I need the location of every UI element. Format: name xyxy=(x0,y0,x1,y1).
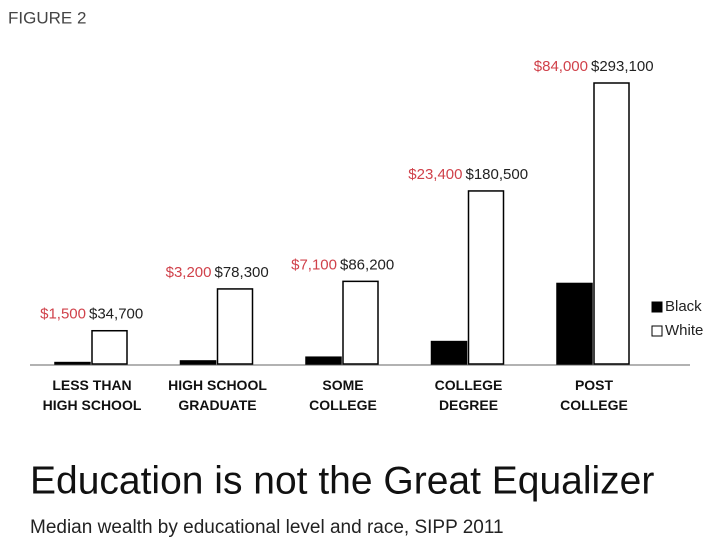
bar xyxy=(467,190,505,365)
bar xyxy=(305,356,342,365)
value-label: $86,200 xyxy=(340,256,394,273)
value-label: $1,500 xyxy=(40,306,86,323)
legend-swatch xyxy=(651,301,663,313)
x-tick-label: LESS THAN HIGH SCHOOL xyxy=(43,377,142,413)
value-label: $7,100 xyxy=(291,256,337,273)
bar xyxy=(54,361,91,365)
value-label: $180,500 xyxy=(466,166,529,183)
bar xyxy=(342,280,379,365)
chart-subtitle: Median wealth by educational level and r… xyxy=(30,517,504,538)
legend-label: Black xyxy=(665,298,702,315)
x-tick-label: SOME COLLEGE xyxy=(309,377,377,413)
chart-title: Education is not the Great Equalizer xyxy=(30,459,654,502)
value-label: $78,300 xyxy=(215,264,269,281)
bar xyxy=(216,288,254,365)
bar xyxy=(430,340,468,365)
value-label: $293,100 xyxy=(591,58,654,75)
legend-label: White xyxy=(665,322,703,339)
x-tick-label: POST COLLEGE xyxy=(560,377,628,413)
bar xyxy=(556,282,593,365)
legend-swatch xyxy=(651,325,663,337)
value-label: $34,700 xyxy=(89,306,143,323)
x-tick-label: HIGH SCHOOL GRADUATE xyxy=(168,377,267,413)
bar xyxy=(593,82,630,365)
bar xyxy=(179,360,217,365)
value-label: $3,200 xyxy=(166,264,212,281)
value-label: $84,000 xyxy=(534,58,588,75)
value-label: $23,400 xyxy=(408,166,462,183)
bar xyxy=(91,329,128,365)
figure-label: FIGURE 2 xyxy=(8,8,86,27)
x-tick-label: COLLEGE DEGREE xyxy=(435,377,503,413)
